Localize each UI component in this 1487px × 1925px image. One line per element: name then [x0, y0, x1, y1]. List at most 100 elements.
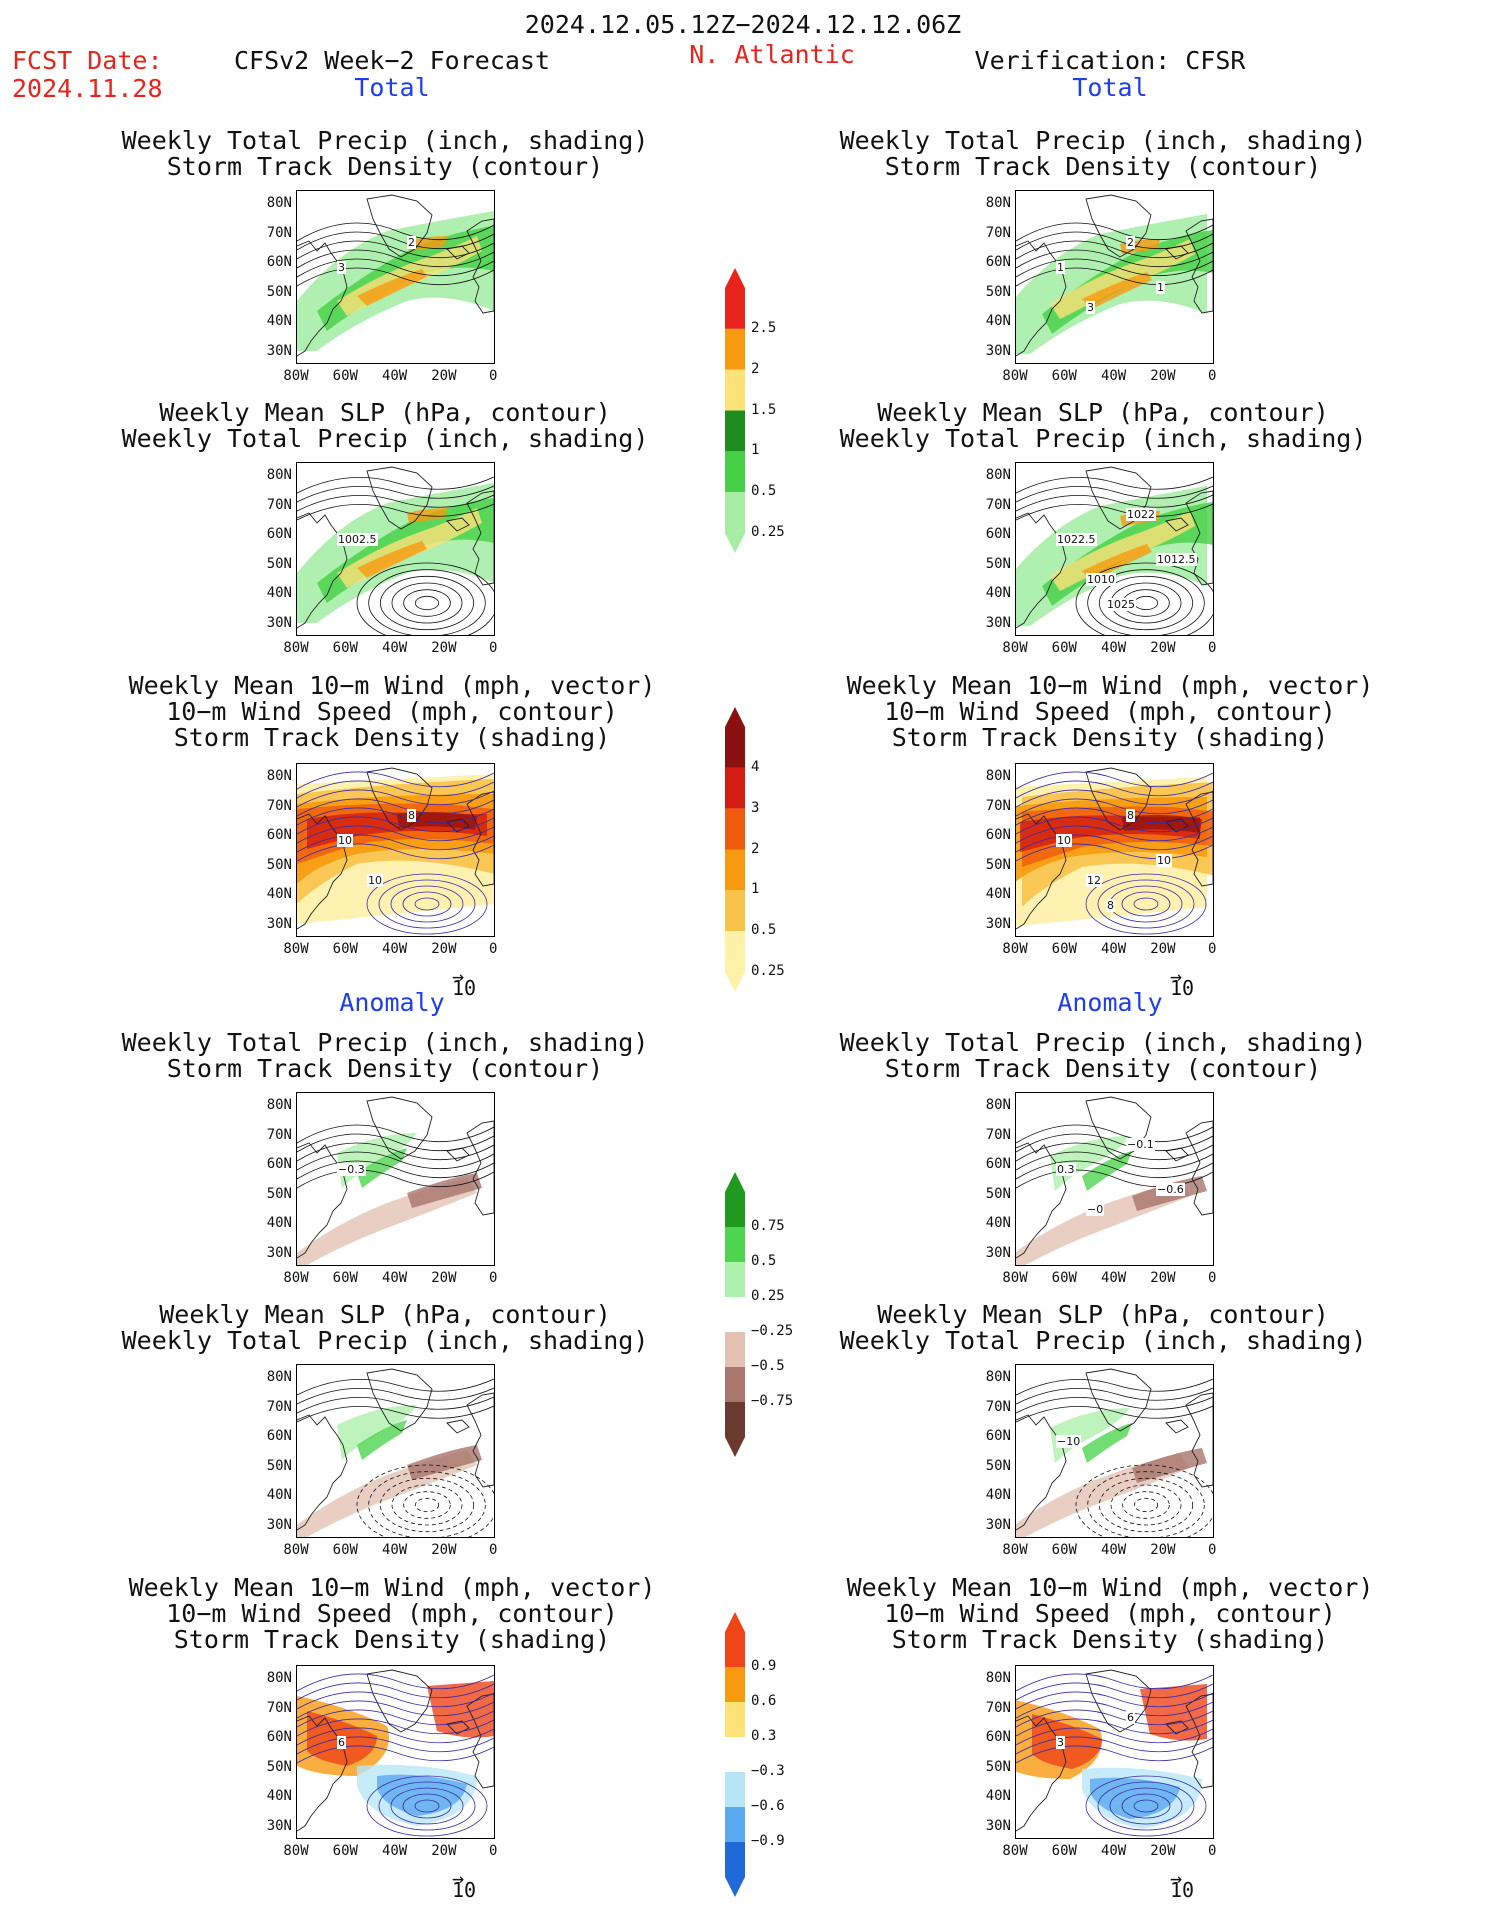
lon-tick: 20W: [1150, 1270, 1176, 1286]
lon-tick: 20W: [431, 1542, 457, 1558]
region-title: N. Atlantic: [689, 40, 855, 69]
colorbar-swatch: [725, 707, 745, 768]
lat-tick: 60N: [985, 254, 1011, 270]
map-vf-anom-precip: 0.3 −0.1 −0 −0.6: [1015, 1092, 1214, 1266]
lon-tick: 0: [1207, 941, 1217, 957]
colorbar-swatch: [725, 328, 745, 370]
colorbar-label: 2: [751, 840, 760, 857]
contour-label: 8: [1126, 809, 1135, 822]
lat-tick: 70N: [266, 1126, 292, 1143]
lat-tick: 80N: [985, 467, 1011, 483]
lat-tick: 40N: [985, 1788, 1011, 1804]
lon-tick: 0: [1207, 640, 1217, 656]
title-fc-anom-precip: Weekly Total Precip (inch, shading) Storm…: [121, 1028, 649, 1083]
colorbar-label: 1: [751, 442, 760, 459]
title-vf-total-precip: Weekly Total Precip (inch, shading) Storm…: [839, 126, 1367, 181]
lat-tick: 70N: [266, 496, 292, 513]
lon-tick: 40W: [381, 941, 408, 957]
lon-tick: 60W: [332, 368, 358, 384]
colorbar-swatch: [725, 369, 745, 411]
contour-label: 2: [1126, 236, 1135, 249]
title-vf-anom-precip: Weekly Total Precip (inch, shading) Storm…: [839, 1028, 1367, 1083]
period-title: 2024.12.05.12Z−2024.12.12.06Z: [524, 10, 962, 39]
lat-tick: 80N: [266, 195, 292, 211]
lon-tick: 0: [488, 640, 498, 656]
lat-tick: 80N: [985, 1670, 1011, 1686]
colorbar-label: −0.9: [751, 1833, 785, 1849]
lat-tick: 30N: [985, 614, 1011, 631]
lat-tick: 40N: [266, 1215, 292, 1231]
contour-label: −0.6: [1156, 1183, 1185, 1196]
lon-tick: 20W: [1150, 640, 1176, 656]
lat-tick: 60N: [266, 827, 292, 843]
colorbar-swatch: [725, 1807, 745, 1842]
lat-tick: 30N: [985, 915, 1011, 932]
lat-tick: 60N: [266, 1428, 292, 1444]
contour-label: 2: [407, 236, 416, 249]
lon-tick: 80W: [283, 640, 309, 656]
lat-tick: 40N: [985, 585, 1011, 601]
lat-tick: 40N: [266, 1487, 292, 1503]
lat-tick: 80N: [266, 1670, 292, 1686]
map-fc-anom-precip: −0.3: [296, 1092, 495, 1266]
colorbar-label: −0.5: [751, 1358, 785, 1374]
lat-tick: 50N: [985, 1457, 1011, 1474]
colorbar-swatch: [725, 492, 745, 553]
lat-tick: 40N: [266, 313, 292, 329]
lon-tick: 80W: [283, 1542, 309, 1558]
lon-tick: 80W: [1002, 1843, 1028, 1859]
lat-tick: 70N: [266, 1398, 292, 1415]
title-fc-anom-wind: Weekly Mean 10−m Wind (mph, vector) 10−m …: [128, 1573, 656, 1654]
colorbar-label: 0.6: [751, 1693, 777, 1709]
contour-label: 1022.5: [1056, 533, 1097, 546]
lon-tick: 80W: [1002, 941, 1028, 957]
lat-tick: 50N: [985, 1758, 1011, 1775]
colorbar-label: 4: [751, 758, 760, 775]
lat-tick: 60N: [985, 526, 1011, 542]
lon-tick: 20W: [431, 941, 457, 957]
lat-tick: 30N: [985, 1244, 1011, 1261]
colorbar-swatch: [725, 1737, 745, 1772]
lon-tick: 60W: [332, 640, 358, 656]
anomaly-label-fcst: Anomaly: [339, 988, 445, 1017]
lat-tick: 60N: [985, 827, 1011, 843]
contour-label: 6: [337, 1736, 346, 1749]
lat-tick: 70N: [985, 1398, 1011, 1415]
lon-tick: 0: [1207, 1843, 1217, 1859]
lat-tick: 30N: [985, 1817, 1011, 1834]
colorbar-swatch: [725, 1367, 745, 1402]
lat-tick: 80N: [266, 1097, 292, 1113]
lon-tick: 60W: [1051, 1542, 1077, 1558]
contour-label: 1012.5: [1156, 553, 1197, 566]
colorbar-swatch: [725, 410, 745, 452]
contour-label: 1025: [1106, 598, 1136, 611]
lon-tick: 20W: [1150, 1843, 1176, 1859]
lon-tick: 80W: [283, 941, 309, 957]
lon-tick: 40W: [1100, 368, 1127, 384]
title-vf-anom-wind: Weekly Mean 10−m Wind (mph, vector) 10−m …: [846, 1573, 1374, 1654]
lon-tick: 40W: [1100, 941, 1127, 957]
lat-tick: 50N: [266, 1758, 292, 1775]
lon-tick: 40W: [1100, 1542, 1127, 1558]
colorbar-swatch: [725, 1402, 745, 1457]
colorbar-label: −0.75: [751, 1393, 794, 1409]
colorbar-label: 0.5: [751, 1253, 777, 1269]
colorbar-label: −0.6: [751, 1798, 785, 1814]
colorbar-swatch: [725, 1332, 745, 1367]
lat-tick: 30N: [266, 342, 292, 359]
colorbar-storm-total: 4 3 2 1 0.5 0.25: [723, 707, 813, 992]
lat-tick: 40N: [266, 1788, 292, 1804]
lon-tick: 0: [488, 1270, 498, 1286]
colorbar-swatch: [725, 1612, 745, 1667]
lon-tick: 40W: [1100, 1843, 1127, 1859]
contour-label: 8: [407, 809, 416, 822]
map-fc-anom-slp: [296, 1364, 495, 1538]
lat-tick: 70N: [985, 797, 1011, 814]
colorbar-label: −0.25: [751, 1323, 794, 1339]
contour-label: 3: [337, 261, 346, 274]
lon-tick: 60W: [1051, 941, 1077, 957]
lat-tick: 70N: [985, 1126, 1011, 1143]
colorbar-label: 2: [751, 360, 760, 377]
colorbar-precip-total: 2.5 2 1.5 1 0.5 0.25: [723, 268, 813, 553]
lat-tick: 30N: [266, 915, 292, 932]
